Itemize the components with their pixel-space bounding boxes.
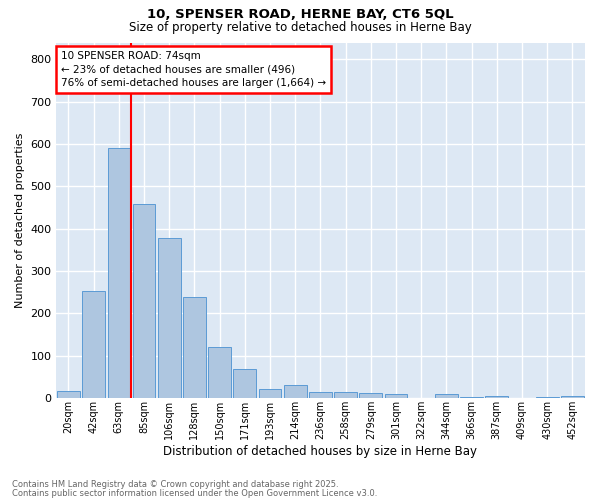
Bar — [82, 292, 105, 398]
Text: 10, SPENSER ROAD, HERNE BAY, CT6 5QL: 10, SPENSER ROAD, HERNE BAY, CT6 5QL — [146, 8, 454, 20]
Y-axis label: Number of detached properties: Number of detached properties — [15, 132, 25, 308]
Bar — [284, 386, 307, 398]
Bar — [208, 346, 231, 398]
Bar — [133, 204, 155, 398]
Bar — [561, 396, 584, 398]
Bar — [385, 394, 407, 398]
Bar — [435, 394, 458, 398]
Bar — [183, 296, 206, 398]
Bar — [107, 148, 130, 398]
Text: Contains public sector information licensed under the Open Government Licence v3: Contains public sector information licen… — [12, 489, 377, 498]
Text: 10 SPENSER ROAD: 74sqm
← 23% of detached houses are smaller (496)
76% of semi-de: 10 SPENSER ROAD: 74sqm ← 23% of detached… — [61, 52, 326, 88]
X-axis label: Distribution of detached houses by size in Herne Bay: Distribution of detached houses by size … — [163, 444, 478, 458]
Bar — [158, 238, 181, 398]
Bar — [309, 392, 332, 398]
Bar — [359, 393, 382, 398]
Bar — [485, 396, 508, 398]
Text: Contains HM Land Registry data © Crown copyright and database right 2025.: Contains HM Land Registry data © Crown c… — [12, 480, 338, 489]
Text: Size of property relative to detached houses in Herne Bay: Size of property relative to detached ho… — [128, 21, 472, 34]
Bar — [259, 389, 281, 398]
Bar — [57, 390, 80, 398]
Bar — [233, 370, 256, 398]
Bar — [334, 392, 357, 398]
